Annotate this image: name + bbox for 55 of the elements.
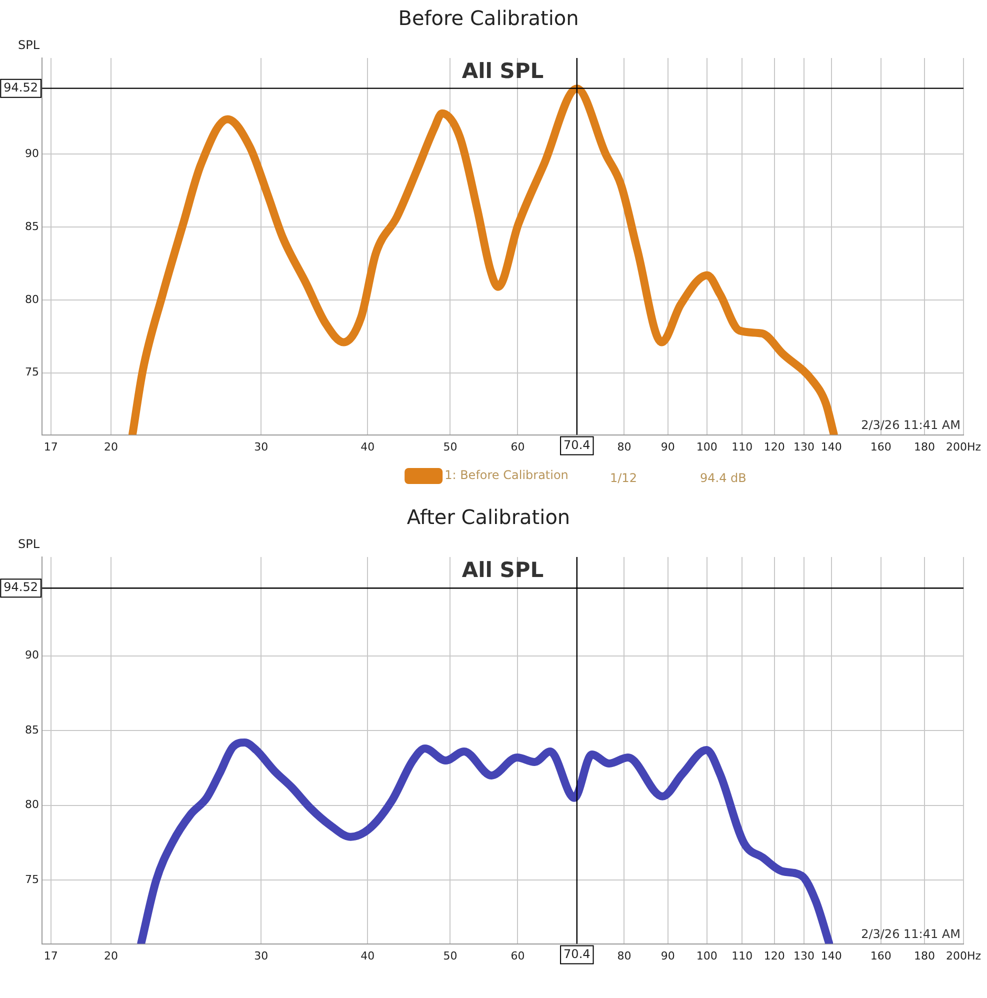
x-tick-label: 30 — [254, 440, 268, 454]
x-tick-label: 160 — [870, 949, 892, 962]
y-tick-label: 75 — [25, 366, 39, 379]
text: 1/12 — [610, 471, 637, 485]
y-tick-label: 90 — [25, 648, 39, 662]
ref-line-label: 70.4 — [564, 438, 590, 452]
annotation: 2/3/26 11:41 AM — [861, 926, 960, 941]
x-tick-label: 60 — [510, 949, 525, 962]
x-tick-label: 130 — [793, 440, 814, 454]
y-axis-title: SPL — [18, 38, 40, 52]
chart-title: After Calibration — [406, 505, 570, 530]
ref-line-label: 94.52 — [4, 580, 38, 594]
x-tick-label: 140 — [820, 440, 842, 454]
annotation: All SPL — [462, 558, 544, 582]
x-tick-label: 200Hz — [946, 440, 982, 454]
y-tick-label: 80 — [25, 798, 39, 812]
y-tick-label: 75 — [25, 873, 39, 886]
x-tick-label: 17 — [44, 440, 58, 454]
x-tick-label: 20 — [104, 949, 118, 962]
x-tick-label: 90 — [660, 440, 675, 454]
x-tick-label: 100 — [696, 949, 718, 962]
x-tick-label: 160 — [870, 440, 892, 454]
y-axis-title: SPL — [18, 537, 40, 552]
y-tick-label: 85 — [25, 220, 39, 233]
x-tick-label: 100 — [696, 440, 718, 454]
x-tick-label: 110 — [732, 949, 753, 962]
x-tick-label: 90 — [660, 949, 675, 962]
legend-label: 1: Before Calibration — [444, 468, 568, 482]
x-tick-label: 50 — [443, 440, 458, 454]
x-tick-label: 80 — [617, 440, 632, 454]
annotation: All SPL — [462, 58, 544, 83]
x-tick-label: 130 — [793, 949, 814, 962]
x-tick-label: 120 — [764, 949, 785, 962]
x-tick-label: 120 — [764, 440, 785, 454]
y-tick-label: 90 — [25, 147, 39, 160]
x-tick-label: 110 — [732, 440, 753, 454]
y-tick-label: 85 — [25, 723, 39, 736]
x-tick-label: 30 — [254, 949, 268, 962]
annotation: 2/3/26 11:41 AM — [861, 418, 960, 432]
x-tick-label: 60 — [510, 440, 525, 454]
x-tick-label: 17 — [44, 949, 58, 962]
x-tick-label: 180 — [914, 440, 935, 454]
ref-line-label: 94.52 — [4, 80, 38, 94]
x-tick-label: 180 — [914, 949, 935, 962]
x-tick-label: 40 — [360, 440, 375, 454]
text: 94.4 dB — [700, 471, 746, 485]
x-tick-label: 20 — [104, 440, 118, 454]
x-tick-label: 200Hz — [946, 949, 982, 962]
x-tick-label: 50 — [443, 949, 458, 962]
x-tick-label: 140 — [820, 949, 842, 962]
x-tick-label: 40 — [360, 949, 375, 962]
y-tick-label: 80 — [25, 292, 39, 306]
x-tick-label: 80 — [617, 949, 632, 962]
ref-line-label: 70.4 — [564, 946, 590, 961]
chart-title: Before Calibration — [398, 6, 579, 30]
